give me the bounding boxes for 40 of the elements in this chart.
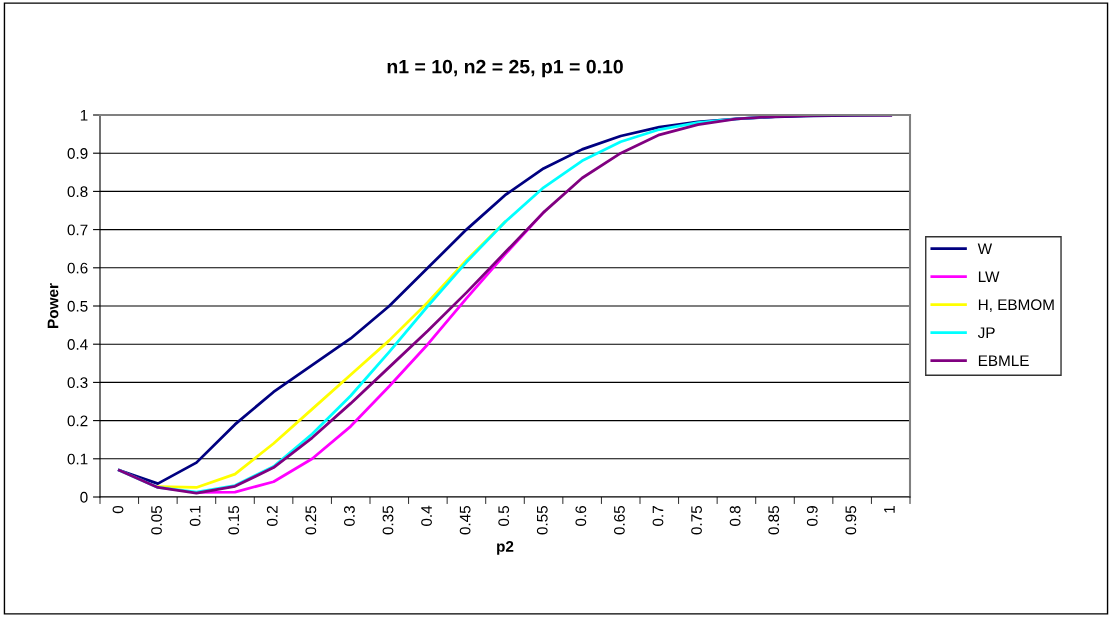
x-tick-label: 0.85	[768, 505, 780, 535]
y-tick-label: 0.2	[67, 415, 88, 427]
y-tick-label: 0.7	[67, 224, 88, 236]
legend-label: H, EBMOM	[978, 299, 1054, 312]
x-axis-title: p2	[497, 541, 514, 555]
x-tick-label: 0.55	[536, 505, 548, 535]
x-tick-label: 0.35	[382, 505, 394, 535]
x-tick-label: 1	[884, 506, 895, 513]
x-tick-label: 0.2	[266, 506, 278, 526]
x-tick-label: 0.25	[305, 505, 317, 535]
y-tick-label: 1	[80, 110, 88, 121]
x-tick-label: 0.1	[189, 506, 201, 526]
y-axis-title: Power	[47, 283, 59, 328]
legend-label: LW	[978, 271, 1000, 282]
x-tick-label: 0.3	[344, 506, 355, 526]
y-tick-label: 0.8	[67, 186, 88, 198]
x-tick-label: 0.4	[421, 505, 432, 526]
x-tick-label: 0.6	[575, 506, 587, 526]
x-tick-label: 0.75	[691, 505, 702, 535]
y-tick-label: 0	[80, 491, 88, 503]
y-tick-label: 0.6	[67, 262, 88, 274]
x-tick-label: 0.45	[459, 505, 471, 535]
x-tick-label: 0.05	[151, 505, 162, 535]
chart-title: n1 = 10, n2 = 25, p1 = 0.10	[387, 59, 623, 78]
x-tick-label: 0	[112, 505, 124, 514]
x-tick-label: 0.95	[845, 505, 857, 535]
x-tick-label: 0.8	[729, 506, 741, 526]
x-tick-label: 0.9	[806, 506, 818, 526]
legend-label: JP	[977, 327, 995, 339]
x-tick-label: 0.5	[498, 505, 510, 526]
legend-label: EBMLE	[978, 355, 1029, 366]
legend-label: W	[977, 243, 993, 254]
y-tick-label: 0.3	[67, 377, 88, 389]
x-tick-label: 0.15	[228, 505, 240, 535]
y-tick-label: 0.9	[67, 148, 88, 159]
x-tick-label: 0.65	[614, 505, 625, 535]
y-tick-label: 0.1	[67, 453, 88, 465]
y-tick-label: 0.4	[67, 339, 88, 350]
y-tick-label: 0.5	[67, 300, 88, 312]
x-tick-label: 0.7	[652, 506, 664, 526]
